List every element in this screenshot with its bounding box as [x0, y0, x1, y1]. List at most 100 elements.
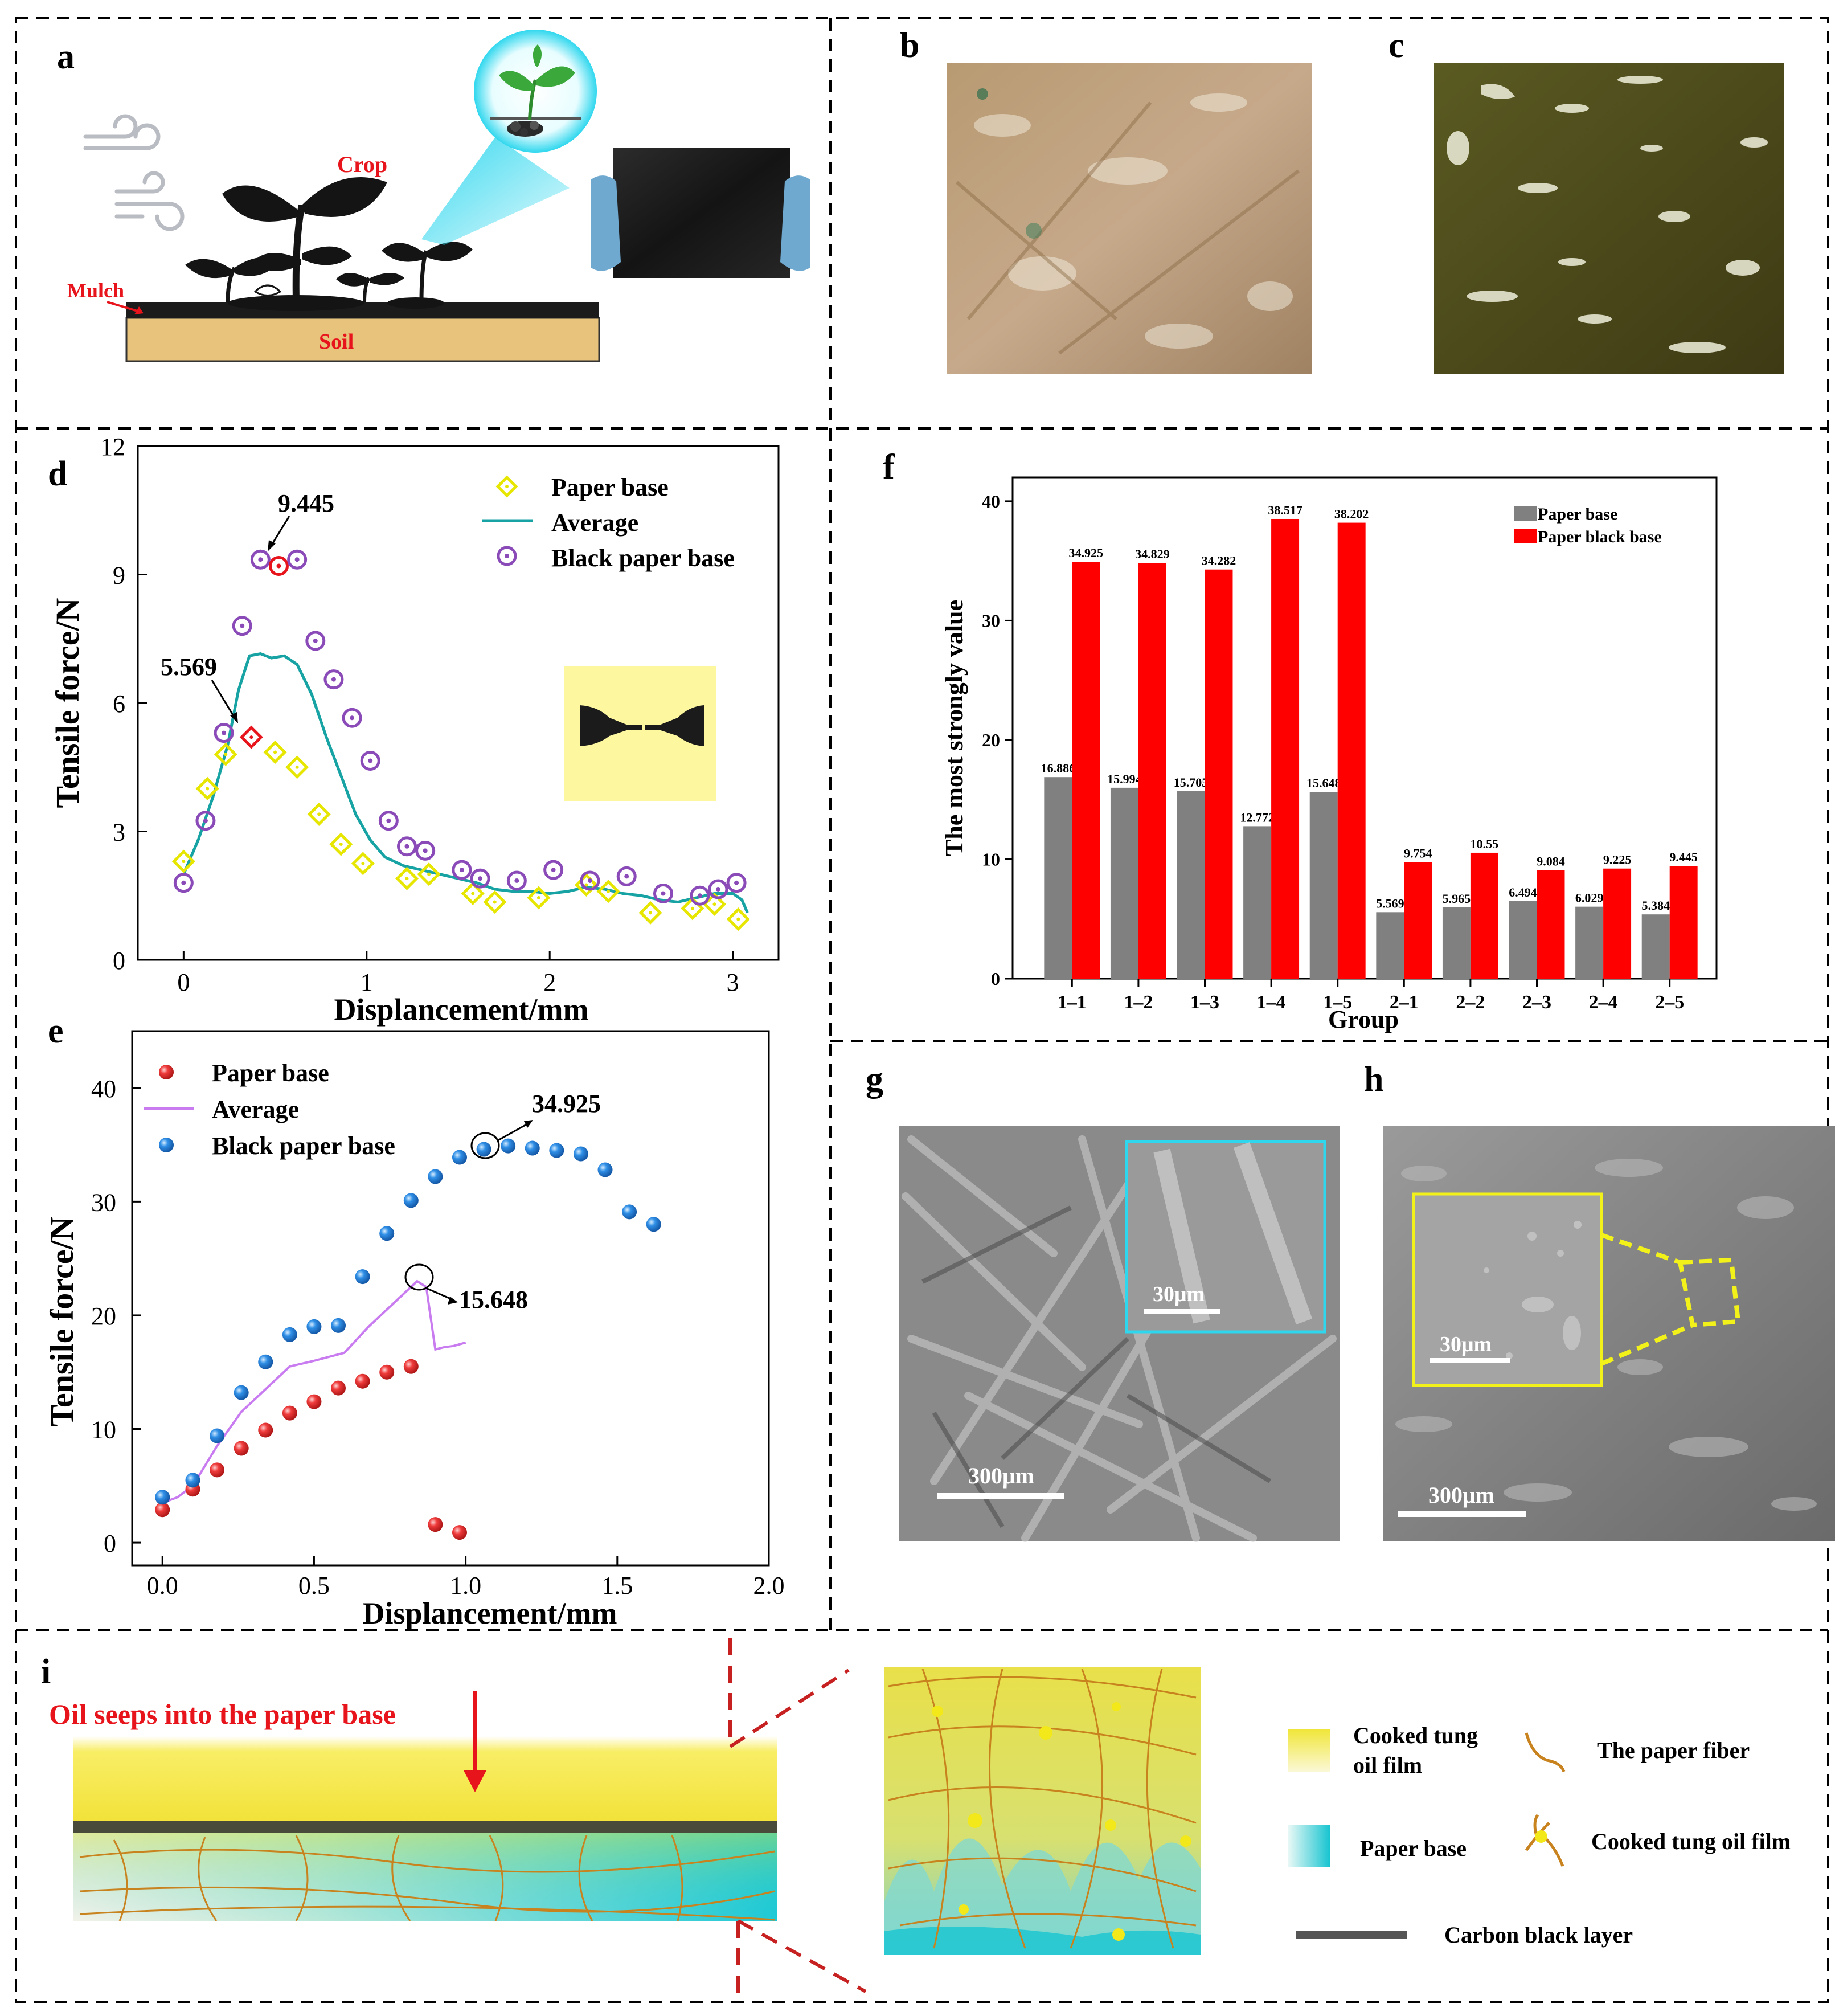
chart-d-point-black-paper — [653, 883, 673, 903]
sem-g-inset-scale: 30μm — [1153, 1282, 1205, 1306]
chart-e-average-line — [162, 1279, 466, 1504]
legend-swatch-oil-film — [1288, 1729, 1330, 1772]
chart-d-point-paper-base — [239, 725, 263, 749]
chart-e-point-black-paper — [234, 1385, 249, 1400]
chart-f-bar-paper-base — [1177, 791, 1205, 979]
chart-e-point-black-paper — [573, 1146, 588, 1162]
chart-f-bar-paper-black — [1072, 562, 1100, 979]
spotlight-beam — [421, 137, 570, 245]
chart-e-point-paper-base — [379, 1364, 395, 1380]
chart-d-point-black-paper — [690, 885, 710, 906]
legend-oil-node-icon — [1525, 1814, 1564, 1867]
chart-d-point-paper-base — [214, 742, 237, 766]
chart-d-point-black-paper — [452, 860, 472, 880]
chart-f-data-label-paper-black: 9.084 — [1537, 854, 1565, 869]
chart-d-point-paper-base — [351, 852, 375, 876]
chart-d-point-black-paper — [173, 873, 194, 893]
panel-label-e: e — [48, 1012, 64, 1050]
chart-f-data-label-paper-black: 38.202 — [1334, 507, 1369, 521]
specimen-inset — [564, 666, 716, 801]
chart-f-xtick-label: 2–4 — [1589, 992, 1618, 1013]
chart-d-point-black-paper — [470, 868, 490, 889]
panel-label-f: f — [883, 448, 895, 486]
chart-d-point-black-paper — [506, 870, 527, 891]
legend-swatch-paper-base-f — [1514, 506, 1537, 521]
chart-d-xtick-label: 3 — [727, 968, 739, 996]
chart-d-point-black-paper — [305, 631, 326, 651]
chart-f-bar-paper-base — [1243, 826, 1272, 979]
chart-f-xtick-label: 2–5 — [1655, 992, 1684, 1013]
chart-d-marks — [171, 549, 750, 931]
chart-e-point-black-paper — [155, 1490, 170, 1505]
chart-d-point-paper-base — [195, 776, 219, 800]
chart-f-bar-paper-base — [1309, 792, 1338, 979]
chart-f-ytick-label: 40 — [982, 491, 1000, 512]
chart-f-ytick-label: 20 — [982, 730, 1000, 750]
chart-d-point-paper-base — [395, 866, 419, 890]
chart-d-ytick-label: 0 — [113, 947, 125, 975]
crop-plants-icon — [185, 177, 473, 311]
chart-f-data-label-paper-black: 10.55 — [1471, 837, 1499, 851]
chart-d-point-black-paper — [195, 811, 216, 831]
chart-d-point-black-paper — [415, 840, 436, 861]
chart-d-point-black-paper — [726, 873, 747, 893]
chart-f-bar-paper-base — [1044, 777, 1072, 979]
chart-e: 0 10 20 30 40 0.0 0.5 1.0 1.5 2.0 Tensile force/N… — [43, 1030, 785, 1630]
seep-arrow-head — [464, 1770, 486, 1792]
chart-d-point-black-paper — [287, 549, 308, 570]
panel-label-d: d — [48, 455, 67, 493]
chart-f-data-label-paper-black: 9.754 — [1404, 847, 1432, 861]
chart-d-point-paper-base — [638, 901, 662, 925]
legend-label-average: Average — [551, 509, 638, 537]
chart-e-point-black-paper — [525, 1140, 540, 1156]
chart-e-point-black-paper — [379, 1226, 395, 1241]
chart-f-bar-paper-black — [1205, 569, 1233, 979]
chart-f-data-label-paper-base: 15.705 — [1174, 775, 1209, 790]
legend-text-carbon: Carbon black layer — [1444, 1922, 1633, 1948]
panel-i-diagram: Oil seeps into the paper base — [49, 1638, 1791, 2002]
chart-d-point-black-paper — [708, 879, 728, 899]
chart-e-point-paper-base — [306, 1394, 322, 1409]
chart-f-ytick-label: 30 — [982, 610, 1000, 631]
wind-icon — [83, 114, 185, 231]
legend-marker-black-paper — [497, 546, 517, 566]
chart-d-xtick-label: 1 — [361, 968, 373, 996]
chart-d-point-black-paper — [250, 549, 271, 570]
chart-e-point-black-paper — [549, 1143, 564, 1158]
chart-f-data-label-paper-black: 9.445 — [1669, 850, 1698, 864]
chart-d-point-paper-base — [417, 862, 441, 886]
chart-d-ytick-label: 3 — [113, 819, 125, 847]
legend-text-paper-base: Paper base — [1360, 1835, 1467, 1861]
chart-d-ylabel: Tensile force/N — [49, 598, 86, 808]
legend-swatch-paper-base — [1288, 1825, 1330, 1867]
chart-f-data-label-paper-black: 34.282 — [1202, 554, 1236, 568]
chart-d-point-black-paper — [378, 811, 399, 831]
chart-d-point-black-paper — [616, 866, 637, 886]
chart-e-marks — [155, 1138, 661, 1540]
chart-e-frame — [131, 1030, 770, 1567]
chart-e-point-paper-base — [331, 1380, 346, 1396]
chart-d-point-black-paper — [323, 669, 344, 690]
chart-d-xtick-label: 2 — [543, 968, 556, 996]
zoom-oil-nodes — [932, 1702, 1191, 1941]
chart-e-point-black-paper — [258, 1354, 273, 1369]
chart-d-point-paper-base — [329, 832, 353, 856]
chart-f-xtick-label: 1–5 — [1323, 992, 1352, 1013]
carbon-black-layer — [73, 1821, 777, 1833]
legend-label-paper-base-e: Paper base — [212, 1059, 329, 1087]
legend-marker-paper-base — [495, 475, 518, 498]
chart-f-bar-paper-black — [1404, 862, 1432, 979]
legend-marker-paper-base-e — [159, 1065, 174, 1079]
panel-borders — [15, 17, 1829, 2003]
legend-text-oil-film-1: Cooked tung — [1353, 1723, 1478, 1748]
chart-e-point-black-paper — [403, 1193, 419, 1208]
chart-d-point-black-paper — [360, 750, 380, 771]
chart-f-bar-paper-black — [1337, 522, 1366, 979]
chart-e-point-black-paper — [185, 1473, 200, 1488]
legend-label-black-paper-e: Black paper base — [212, 1132, 395, 1160]
chart-d-point-black-paper — [232, 616, 252, 636]
chart-f-xtick-label: 2–2 — [1456, 992, 1485, 1013]
chart-e-xlabel: Displancement/mm — [363, 1596, 617, 1630]
chart-e-axes: 0 10 20 30 40 0.0 0.5 1.0 1.5 2.0 — [91, 1075, 785, 1600]
